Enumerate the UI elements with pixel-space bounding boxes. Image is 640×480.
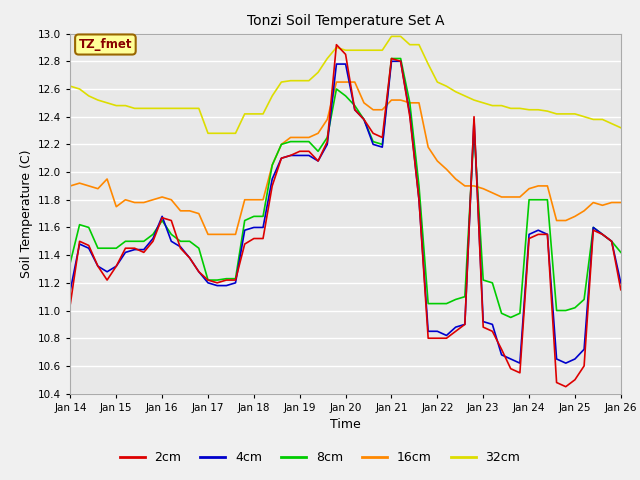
16cm <box>617 200 625 205</box>
8cm <box>259 214 267 219</box>
Title: Tonzi Soil Temperature Set A: Tonzi Soil Temperature Set A <box>247 14 444 28</box>
2cm <box>177 245 184 251</box>
Line: 2cm: 2cm <box>70 45 621 387</box>
Line: 32cm: 32cm <box>70 36 621 133</box>
8cm <box>507 314 515 320</box>
8cm <box>562 308 570 313</box>
Line: 16cm: 16cm <box>70 82 621 234</box>
32cm <box>67 84 74 89</box>
16cm <box>562 217 570 223</box>
4cm <box>259 225 267 230</box>
2cm <box>562 384 570 390</box>
16cm <box>177 208 184 214</box>
2cm <box>259 236 267 241</box>
32cm <box>388 34 396 39</box>
Line: 8cm: 8cm <box>70 59 621 317</box>
2cm <box>406 114 413 120</box>
8cm <box>388 56 396 61</box>
4cm <box>516 360 524 366</box>
8cm <box>617 250 625 255</box>
4cm <box>562 360 570 366</box>
X-axis label: Time: Time <box>330 418 361 431</box>
32cm <box>369 48 377 53</box>
8cm <box>406 100 413 106</box>
16cm <box>204 231 212 237</box>
Legend: 2cm, 4cm, 8cm, 16cm, 32cm: 2cm, 4cm, 8cm, 16cm, 32cm <box>115 446 525 469</box>
4cm <box>406 111 413 117</box>
32cm <box>177 106 184 111</box>
2cm <box>67 300 74 306</box>
Y-axis label: Soil Temperature (C): Soil Temperature (C) <box>20 149 33 278</box>
2cm <box>369 131 377 136</box>
32cm <box>268 93 276 99</box>
4cm <box>67 287 74 293</box>
16cm <box>195 211 203 216</box>
2cm <box>617 287 625 293</box>
2cm <box>333 42 340 48</box>
32cm <box>204 131 212 136</box>
4cm <box>388 59 396 64</box>
16cm <box>378 107 386 113</box>
8cm <box>67 259 74 265</box>
32cm <box>415 42 423 48</box>
4cm <box>195 269 203 275</box>
4cm <box>177 244 184 250</box>
Text: TZ_fmet: TZ_fmet <box>79 38 132 51</box>
Line: 4cm: 4cm <box>70 61 621 363</box>
32cm <box>617 125 625 131</box>
16cm <box>415 100 423 106</box>
32cm <box>195 106 203 111</box>
16cm <box>333 79 340 85</box>
4cm <box>360 117 368 122</box>
16cm <box>67 183 74 189</box>
4cm <box>617 280 625 286</box>
8cm <box>360 117 368 122</box>
16cm <box>268 162 276 168</box>
8cm <box>195 245 203 251</box>
8cm <box>177 239 184 244</box>
2cm <box>553 380 561 385</box>
32cm <box>562 111 570 117</box>
2cm <box>195 269 203 275</box>
